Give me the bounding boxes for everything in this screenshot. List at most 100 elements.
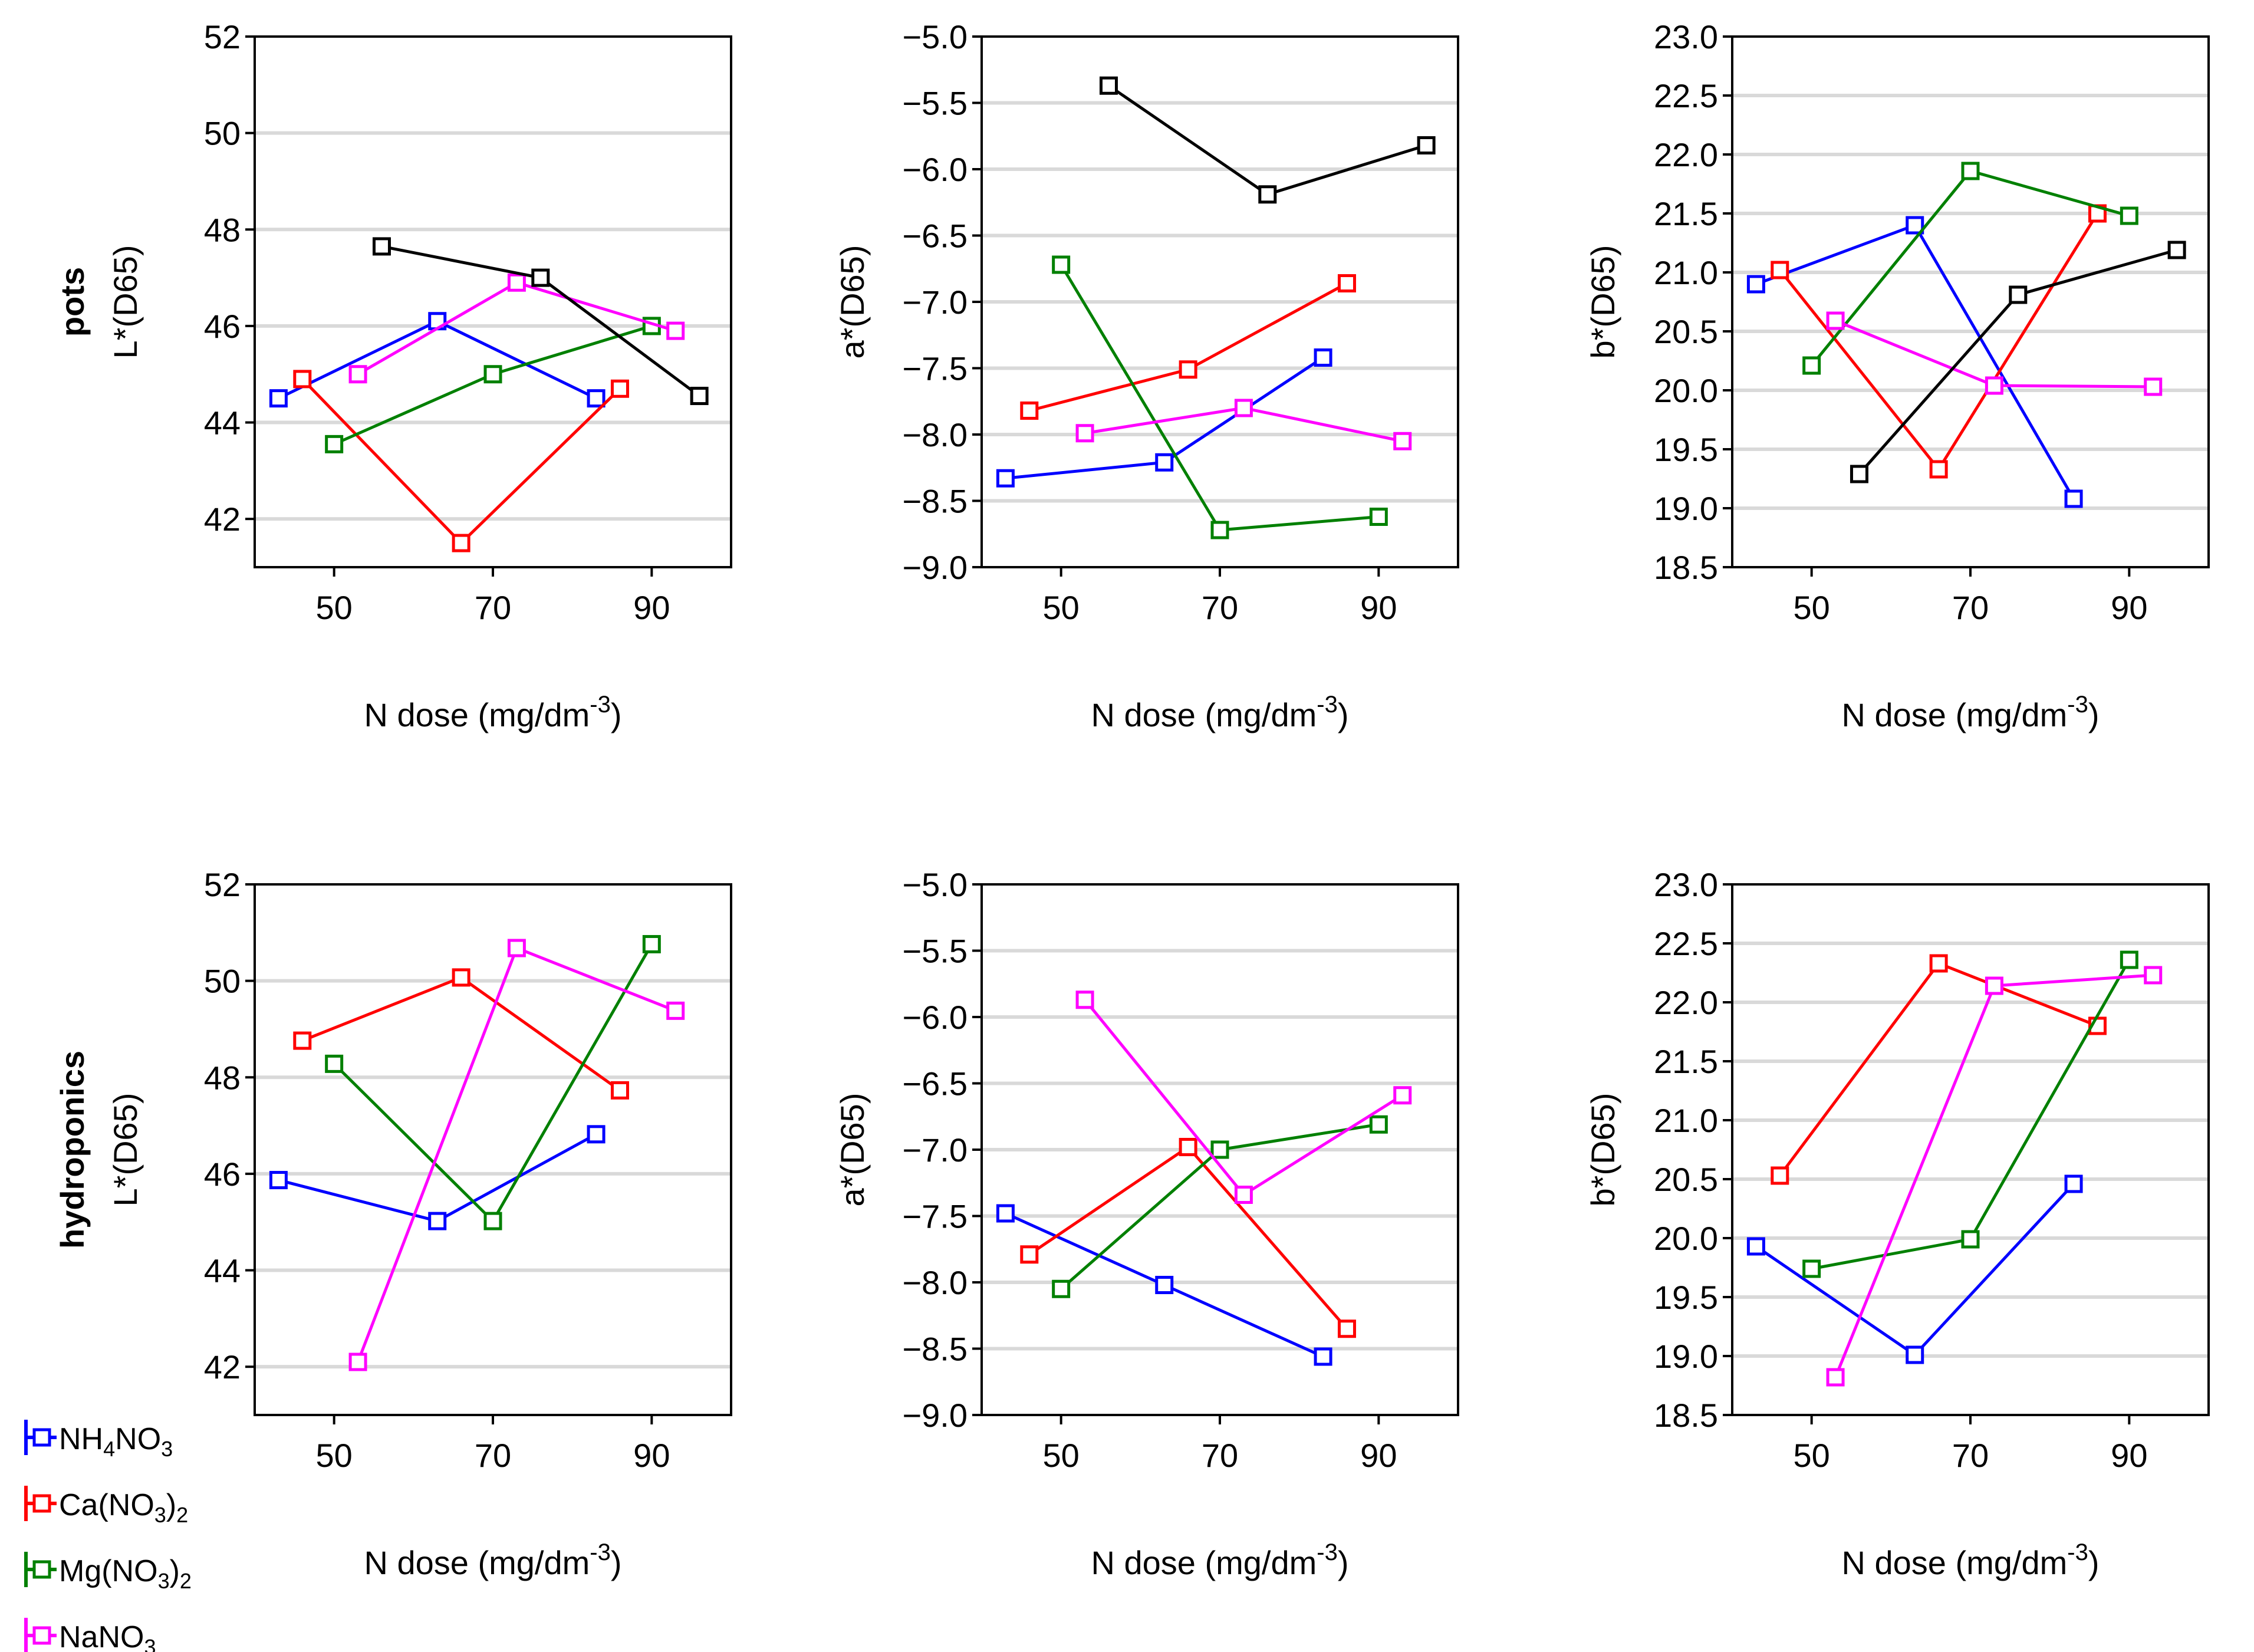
data-point xyxy=(293,370,312,389)
legend-label: NaNO3 xyxy=(59,1620,156,1652)
y-tick-label: 44 xyxy=(204,404,241,442)
y-tick-label: 19.0 xyxy=(1654,490,1718,527)
data-point xyxy=(452,534,470,552)
legend-label: NH4NO3 xyxy=(59,1422,173,1461)
x-tick-label: 50 xyxy=(1794,589,1830,626)
y-tick-label: 19.0 xyxy=(1654,1338,1718,1375)
data-point xyxy=(1417,136,1436,154)
x-axis-label: N dose (mg/dm-3) xyxy=(1841,692,2099,733)
x-axis-label: N dose (mg/dm-3) xyxy=(364,692,621,733)
data-point xyxy=(1826,311,1845,330)
data-point xyxy=(2009,285,2028,304)
data-point xyxy=(666,321,685,340)
x-axis-label: N dose (mg/dm-3) xyxy=(1091,1539,1348,1581)
data-point xyxy=(1393,1086,1412,1105)
data-point xyxy=(1393,432,1412,450)
y-tick-label: 20.0 xyxy=(1654,1220,1718,1257)
y-tick-label: 19.5 xyxy=(1654,1279,1718,1316)
data-point xyxy=(996,469,1015,488)
series-line xyxy=(1778,212,2099,472)
chart-panel-hydroponics-3: 18.5 19.0 19.5 20.0 20.5 21.0 21.5 22.0 22.5 23.0… xyxy=(1584,866,2210,1581)
legend-item: NaNO3 xyxy=(24,1618,156,1652)
data-point xyxy=(1234,1186,1253,1204)
data-point xyxy=(1155,1276,1174,1294)
y-axis-label: a*(D65) xyxy=(834,1093,871,1207)
data-point xyxy=(666,1001,685,1020)
data-point xyxy=(1155,453,1174,472)
series-line xyxy=(356,946,676,1363)
data-point xyxy=(1210,521,1229,539)
data-point xyxy=(507,939,526,957)
legend-item: NH4NO3 xyxy=(24,1420,173,1461)
data-point xyxy=(428,1212,447,1230)
y-tick-label: −6.0 xyxy=(902,151,968,188)
x-tick-label: 50 xyxy=(316,1437,353,1474)
series-line xyxy=(1811,959,2131,1271)
x-tick-label: 90 xyxy=(633,1437,670,1474)
data-point xyxy=(1826,1368,1845,1387)
data-point xyxy=(483,1212,502,1230)
legend-label: Ca(NO3)2 xyxy=(59,1488,188,1527)
data-point xyxy=(2064,1174,2083,1193)
y-tick-label: 52 xyxy=(204,866,241,903)
data-point xyxy=(1210,1140,1229,1159)
data-point xyxy=(1314,1347,1332,1366)
y-tick-label: −9.0 xyxy=(902,549,968,586)
series-line xyxy=(333,324,653,446)
data-point xyxy=(1929,954,1948,973)
legend-label: Mg(NO3)2 xyxy=(59,1554,192,1593)
data-point xyxy=(1052,255,1071,274)
data-point xyxy=(1337,1319,1356,1338)
data-point xyxy=(642,934,661,953)
y-tick-label: −8.0 xyxy=(902,416,968,453)
data-point xyxy=(531,268,550,287)
x-axis-label: N dose (mg/dm-3) xyxy=(364,1539,621,1581)
x-tick-label: 50 xyxy=(316,589,353,626)
plot-frame xyxy=(980,35,1459,568)
x-tick-label: 90 xyxy=(1360,1437,1397,1474)
data-point xyxy=(1075,424,1094,443)
chart-panel-hydroponics-1: 42 44 46 48 50 52 50 70 90 L*(D65) N dose (mg/dm-3… xyxy=(54,866,732,1581)
data-point xyxy=(348,365,367,384)
x-tick-label: 70 xyxy=(1202,1437,1238,1474)
y-tick-label: 23.0 xyxy=(1654,866,1718,903)
series-line xyxy=(278,1133,597,1223)
y-tick-label: −9.0 xyxy=(902,1397,968,1434)
x-tick-label: 70 xyxy=(1952,589,1989,626)
data-point xyxy=(996,1204,1015,1223)
legend-marker xyxy=(32,1560,51,1579)
data-point xyxy=(293,1031,312,1050)
data-point xyxy=(1802,1259,1821,1278)
data-point xyxy=(690,387,709,406)
y-tick-label: 21.0 xyxy=(1654,254,1718,291)
data-point xyxy=(1985,376,2003,395)
data-point xyxy=(483,365,502,384)
data-point xyxy=(1337,274,1356,292)
data-point xyxy=(269,389,288,408)
series-line xyxy=(1778,961,2098,1177)
series-line xyxy=(278,319,597,400)
y-tick-label: −8.5 xyxy=(902,1331,968,1368)
y-tick-label: 20.0 xyxy=(1654,372,1718,409)
data-point xyxy=(1369,508,1388,526)
data-point xyxy=(1929,460,1948,479)
plot-frame xyxy=(1731,883,2210,1416)
chart-panel-hydroponics-2: −9.0 −8.5 −8.0 −7.5 −7.0 −6.5 −6.0 −5.5 −5.0 50 70… xyxy=(834,866,1459,1581)
y-tick-label: −6.5 xyxy=(902,1065,968,1103)
y-tick-label: −6.0 xyxy=(902,999,968,1036)
y-tick-label: 22.5 xyxy=(1654,77,1718,114)
legend-item: Ca(NO3)2 xyxy=(24,1486,188,1527)
plot-frame xyxy=(254,883,732,1416)
data-point xyxy=(507,273,526,292)
data-point xyxy=(2120,950,2138,969)
y-tick-label: −5.0 xyxy=(902,18,968,55)
row-label-pots: pots xyxy=(54,267,91,337)
y-axis-label: L*(D65) xyxy=(107,1093,144,1207)
y-tick-label: 44 xyxy=(204,1252,241,1289)
y-tick-label: 22.0 xyxy=(1654,984,1718,1021)
y-tick-label: −5.5 xyxy=(902,933,968,970)
x-tick-label: 90 xyxy=(2111,589,2147,626)
data-point xyxy=(2064,489,2083,508)
y-axis-label: b*(D65) xyxy=(1584,1093,1621,1207)
